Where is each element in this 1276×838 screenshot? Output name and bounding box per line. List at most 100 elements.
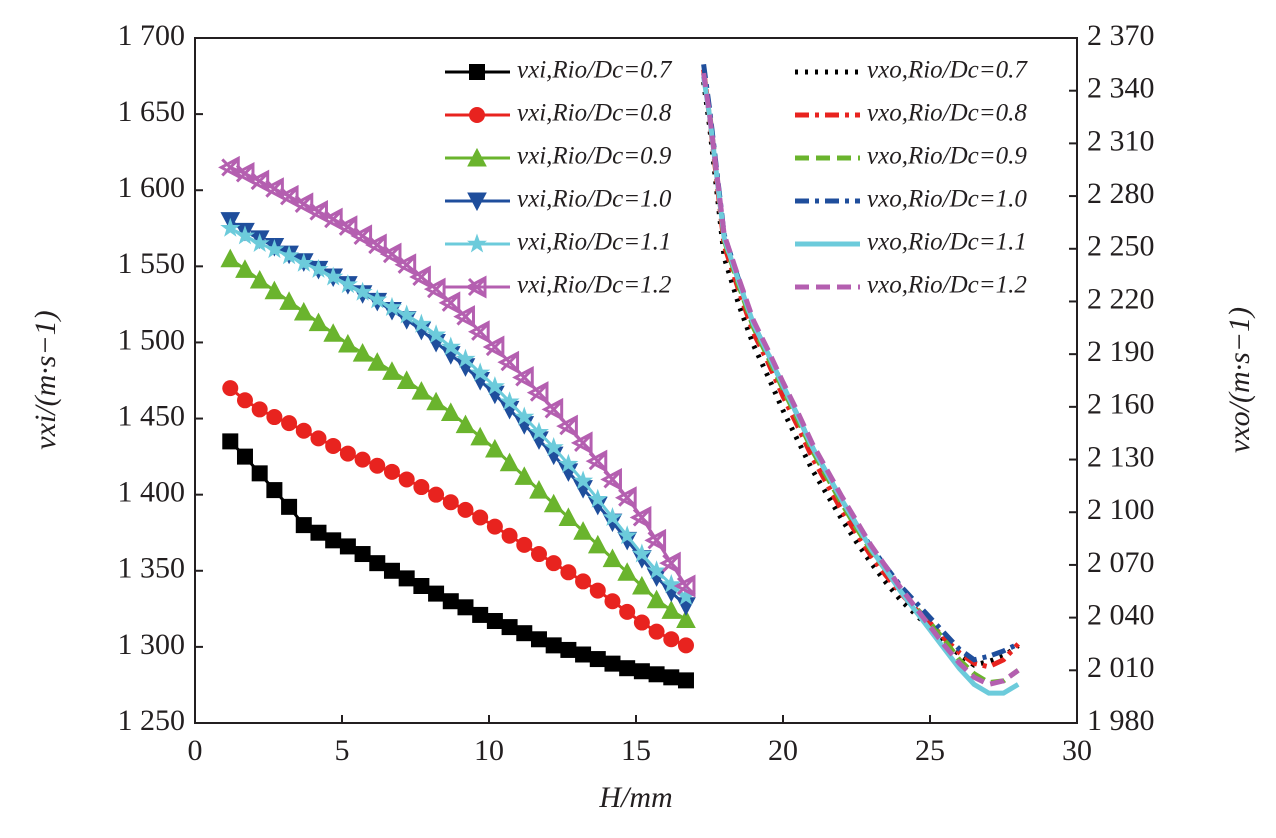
marker [648, 666, 665, 683]
marker [602, 548, 623, 568]
marker [383, 463, 400, 480]
marker [308, 258, 329, 278]
marker [381, 296, 402, 316]
marker [264, 239, 285, 259]
y-axis-label: vxi/(m·s−1) [29, 310, 62, 449]
marker [383, 562, 400, 579]
marker [464, 275, 487, 299]
legend-label: vxo,Rio/Dc=0.7 [867, 57, 1028, 84]
marker [251, 465, 268, 482]
marker [516, 536, 533, 553]
marker [528, 421, 549, 441]
y2-tick-label: 2 010 [1087, 651, 1155, 684]
marker [633, 614, 650, 631]
marker [398, 471, 415, 488]
marker [659, 551, 681, 575]
marker [587, 488, 608, 508]
marker [556, 414, 578, 438]
marker [411, 313, 432, 333]
marker [428, 486, 445, 503]
marker [222, 380, 239, 397]
marker [338, 333, 358, 353]
marker [633, 663, 650, 680]
marker [560, 564, 577, 581]
marker [438, 291, 461, 315]
marker [677, 637, 694, 654]
legend-label: vxi,Rio/Dc=1.1 [517, 229, 671, 256]
marker [469, 107, 485, 123]
x-tick-label: 10 [474, 734, 504, 767]
marker [325, 437, 342, 454]
marker [235, 259, 255, 278]
marker [222, 433, 239, 450]
marker [236, 392, 253, 409]
marker [382, 361, 402, 380]
x-tick-label: 25 [915, 734, 945, 767]
marker [585, 449, 608, 473]
marker [545, 555, 562, 572]
marker [558, 507, 579, 526]
marker [352, 281, 373, 301]
legend-label: vxo,Rio/Dc=1.1 [867, 229, 1027, 256]
marker [486, 613, 503, 630]
marker [236, 448, 253, 465]
marker [632, 575, 652, 595]
marker [560, 641, 577, 658]
marker [514, 406, 535, 426]
marker [295, 517, 312, 534]
marker [648, 623, 665, 640]
y2-tick-label: 2 070 [1087, 546, 1155, 579]
marker [279, 245, 300, 265]
x-tick-label: 15 [621, 734, 651, 767]
series-line [701, 72, 1020, 687]
marker [677, 672, 694, 689]
marker [457, 599, 474, 616]
marker [661, 600, 682, 619]
y2-tick-label: 2 250 [1087, 230, 1155, 263]
marker [469, 64, 485, 80]
y-tick-label: 1 450 [118, 399, 186, 432]
marker [251, 401, 268, 418]
marker [266, 409, 283, 426]
marker [426, 324, 447, 344]
legend-label: vxo,Rio/Dc=1.0 [867, 186, 1027, 213]
x-tick-label: 20 [768, 734, 798, 767]
marker [379, 242, 402, 266]
marker [600, 467, 622, 491]
marker [629, 506, 652, 529]
marker [310, 524, 327, 541]
y2-tick-label: 2 220 [1087, 282, 1155, 315]
y2-tick-label: 2 100 [1087, 493, 1155, 526]
marker [646, 589, 667, 609]
marker [501, 527, 518, 544]
marker [485, 438, 505, 458]
marker [354, 546, 371, 563]
marker [558, 453, 579, 473]
marker [234, 225, 255, 245]
marker [541, 397, 564, 421]
marker [499, 452, 520, 472]
marker [497, 350, 520, 374]
marker [281, 498, 298, 515]
marker [663, 631, 680, 648]
marker [335, 215, 358, 239]
y2-tick-label: 2 190 [1087, 335, 1155, 368]
marker [295, 422, 312, 439]
marker [530, 546, 547, 563]
marker [575, 573, 592, 590]
marker [604, 593, 621, 610]
marker [293, 301, 314, 321]
marker [545, 637, 562, 654]
x-tick-label: 0 [188, 734, 203, 767]
y2-tick-label: 2 040 [1087, 599, 1155, 632]
marker [352, 343, 373, 362]
marker [394, 253, 417, 277]
marker [426, 391, 446, 411]
marker [398, 570, 415, 587]
marker [619, 603, 636, 620]
marker [308, 312, 329, 332]
marker [409, 265, 431, 289]
y-tick-label: 1 550 [118, 247, 186, 280]
marker [501, 619, 518, 636]
